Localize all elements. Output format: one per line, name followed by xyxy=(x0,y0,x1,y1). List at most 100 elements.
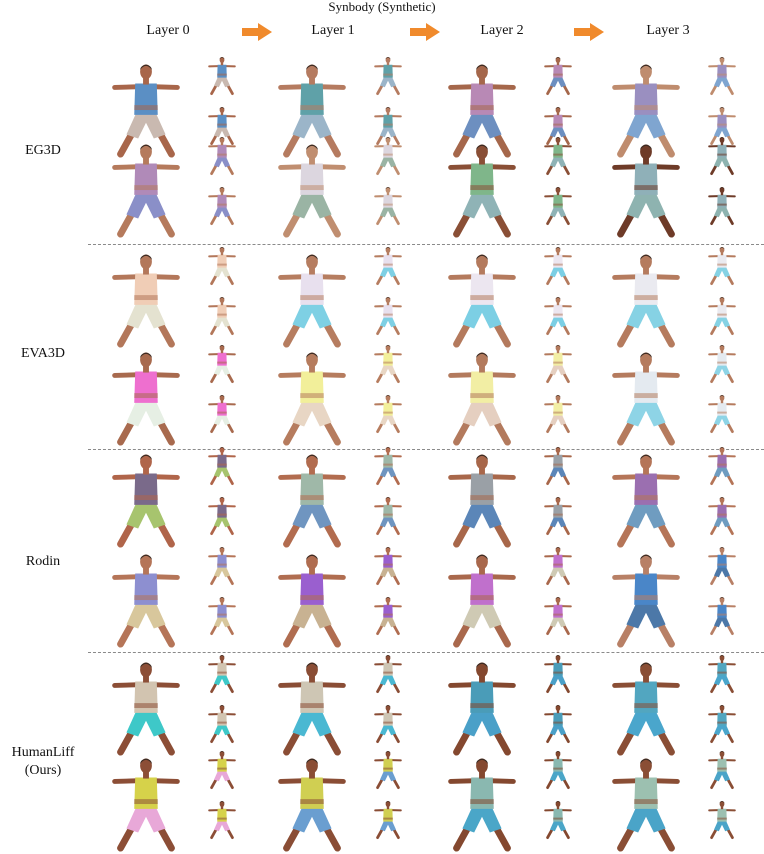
human-render-back-view xyxy=(708,705,736,743)
human-render-front xyxy=(112,554,180,648)
human-render-side-view xyxy=(708,447,736,485)
column-header-layer-2: Layer 2 xyxy=(480,23,524,38)
human-render-side-view xyxy=(544,57,572,95)
human-render-side-view xyxy=(544,547,572,585)
human-render-back-view xyxy=(544,705,572,743)
human-render-back-view xyxy=(208,497,236,535)
human-render-back-view xyxy=(374,801,402,839)
human-render-front xyxy=(112,454,180,548)
human-render-back-view xyxy=(374,297,402,335)
row-label-eva3d: EVA3D xyxy=(20,346,66,361)
human-render-front xyxy=(278,454,346,548)
human-render-side-view xyxy=(708,751,736,789)
human-render-side-view xyxy=(374,57,402,95)
human-render-side-view xyxy=(708,57,736,95)
orange-right-arrow-icon xyxy=(410,23,440,41)
human-render-front xyxy=(278,352,346,446)
orange-right-arrow-icon xyxy=(574,23,604,41)
column-header-layer-0: Layer 0 xyxy=(146,23,190,38)
human-render-front xyxy=(448,352,516,446)
human-render-front xyxy=(612,64,680,158)
row-label-humanliff-line2: (Ours) xyxy=(24,763,62,778)
human-render-back-view xyxy=(208,297,236,335)
human-render-back-view xyxy=(544,395,572,433)
human-render-back-view xyxy=(544,107,572,145)
human-render-front xyxy=(278,64,346,158)
human-render-front xyxy=(448,144,516,238)
human-render-side-view xyxy=(544,447,572,485)
human-render-front xyxy=(112,662,180,756)
human-render-front xyxy=(448,64,516,158)
human-render-front xyxy=(278,144,346,238)
human-render-front xyxy=(112,144,180,238)
human-render-back-view xyxy=(374,395,402,433)
human-render-front xyxy=(448,254,516,348)
figure-title: Synbody (Synthetic) xyxy=(328,0,436,14)
human-render-side-view xyxy=(208,345,236,383)
human-render-front xyxy=(278,758,346,852)
human-render-back-view xyxy=(708,597,736,635)
human-render-back-view xyxy=(544,297,572,335)
human-render-side-view xyxy=(708,137,736,175)
human-render-back-view xyxy=(374,597,402,635)
row-label-rodin: Rodin xyxy=(25,554,61,569)
group-divider xyxy=(88,449,764,450)
human-render-back-view xyxy=(208,187,236,225)
human-render-back-view xyxy=(708,107,736,145)
human-render-front xyxy=(612,758,680,852)
row-label-eg3d: EG3D xyxy=(25,143,61,158)
human-render-front xyxy=(278,554,346,648)
human-render-back-view xyxy=(708,297,736,335)
human-render-side-view xyxy=(374,447,402,485)
human-render-front xyxy=(612,254,680,348)
human-render-side-view xyxy=(544,751,572,789)
human-render-front xyxy=(112,352,180,446)
human-render-back-view xyxy=(544,801,572,839)
human-render-side-view xyxy=(708,247,736,285)
human-render-front xyxy=(112,758,180,852)
human-render-side-view xyxy=(374,137,402,175)
human-render-front xyxy=(612,554,680,648)
human-render-side-view xyxy=(374,247,402,285)
human-render-front xyxy=(112,254,180,348)
human-render-back-view xyxy=(708,801,736,839)
human-render-side-view xyxy=(374,655,402,693)
human-render-back-view xyxy=(374,497,402,535)
human-render-side-view xyxy=(544,137,572,175)
human-render-front xyxy=(112,64,180,158)
human-render-front xyxy=(448,758,516,852)
human-render-back-view xyxy=(374,107,402,145)
human-render-front xyxy=(448,454,516,548)
human-render-side-view xyxy=(208,57,236,95)
human-render-side-view xyxy=(208,447,236,485)
human-render-front xyxy=(448,662,516,756)
human-render-back-view xyxy=(708,395,736,433)
human-render-back-view xyxy=(544,597,572,635)
group-divider xyxy=(88,652,764,653)
human-render-side-view xyxy=(208,247,236,285)
human-render-front xyxy=(278,254,346,348)
human-render-front xyxy=(612,662,680,756)
column-header-layer-3: Layer 3 xyxy=(646,23,690,38)
human-render-side-view xyxy=(374,547,402,585)
row-label-humanliff-line1: HumanLiff xyxy=(11,745,75,760)
group-divider xyxy=(88,244,764,245)
human-render-back-view xyxy=(708,187,736,225)
human-render-back-view xyxy=(208,395,236,433)
human-render-front xyxy=(612,144,680,238)
human-render-front xyxy=(278,662,346,756)
human-render-back-view xyxy=(544,187,572,225)
human-render-side-view xyxy=(208,751,236,789)
human-render-side-view xyxy=(708,345,736,383)
human-render-front xyxy=(448,554,516,648)
human-render-side-view xyxy=(208,655,236,693)
human-render-side-view xyxy=(544,247,572,285)
human-render-side-view xyxy=(708,655,736,693)
human-render-side-view xyxy=(544,655,572,693)
column-header-layer-1: Layer 1 xyxy=(311,23,355,38)
human-render-front xyxy=(612,352,680,446)
human-render-front xyxy=(612,454,680,548)
human-render-side-view xyxy=(708,547,736,585)
human-render-side-view xyxy=(374,751,402,789)
human-render-side-view xyxy=(544,345,572,383)
